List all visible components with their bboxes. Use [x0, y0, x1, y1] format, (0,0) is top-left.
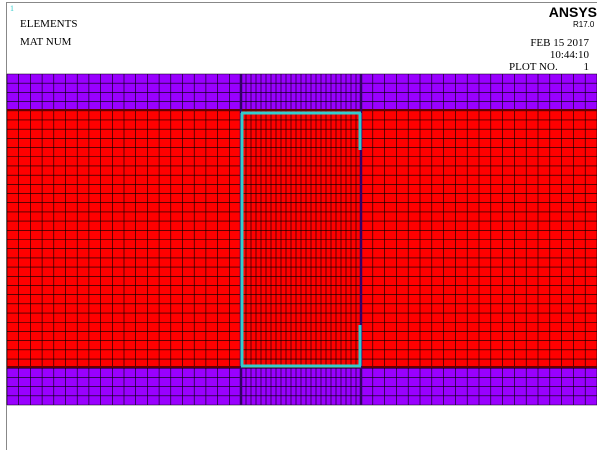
plot-time: 10:44:10 — [550, 49, 590, 61]
window-number: 1 — [10, 4, 14, 13]
plot-number: 1 — [584, 61, 590, 73]
plot-subtitle: MAT NUM — [20, 36, 72, 48]
material-core — [7, 110, 597, 367]
brand-version: R17.0 — [573, 20, 595, 29]
plot-date: FEB 15 2017 — [530, 37, 589, 49]
brand-name: ANSYS — [549, 4, 597, 20]
material-band-bottom — [7, 367, 597, 405]
plot-title: ELEMENTS — [20, 18, 77, 30]
plot-label: PLOT NO. — [509, 61, 558, 73]
mesh — [6, 73, 597, 406]
material-band-top — [7, 74, 597, 110]
